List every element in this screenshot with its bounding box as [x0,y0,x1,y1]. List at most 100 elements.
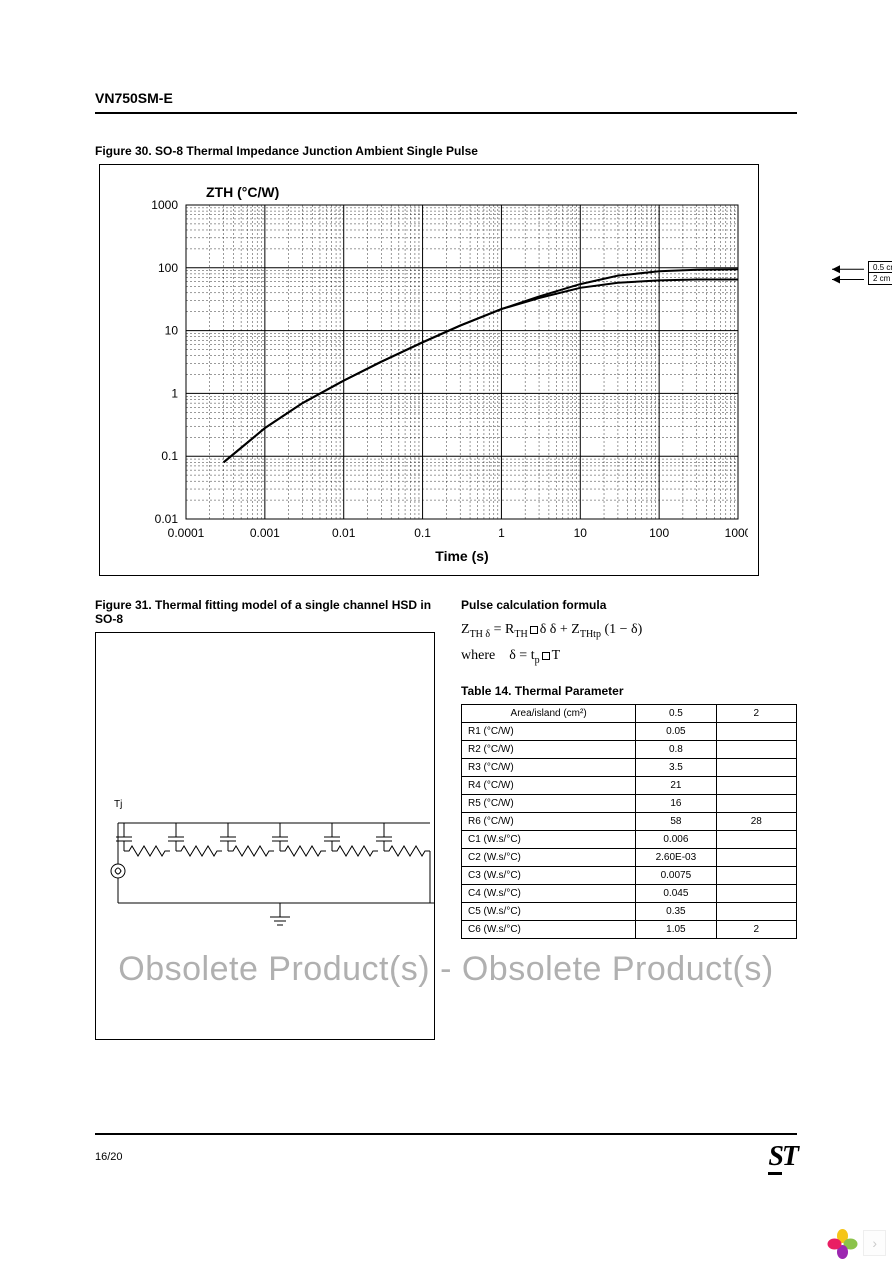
table-cell [716,794,796,812]
table-row: R3 (°C/W)3.5 [462,758,797,776]
svg-text:10: 10 [165,324,179,338]
table-cell: 0.045 [636,884,716,902]
table-cell: 0.05 [636,722,716,740]
table-cell [716,884,796,902]
table14-header-1: 0.5 [636,704,716,722]
page-footer: 16/20 ST [95,1133,797,1173]
table-row: C1 (W.s/°C)0.006 [462,830,797,848]
table-cell: C3 (W.s/°C) [462,866,636,884]
figure30-svg: ZTH (°C/W) 0.0001 0.001 0.01 0.1 1 10 100 1000 0.… [108,177,748,567]
svg-text:1: 1 [498,526,505,540]
table-cell [716,848,796,866]
table-row: C3 (W.s/°C)0.0075 [462,866,797,884]
header-rule [95,112,797,114]
table-cell: 21 [636,776,716,794]
figure31-diagram: Tj [95,632,435,1040]
formula-line2: where δ = tp T [461,648,797,666]
table-cell: 28 [716,812,796,830]
svg-text:1000: 1000 [725,526,748,540]
figure30-chart: ZTH (°C/W) 0.0001 0.001 0.01 0.1 1 10 100 1000 0.… [99,164,759,576]
table14-caption: Table 14. Thermal Parameter [461,684,797,698]
figure31-caption: Figure 31. Thermal fitting model of a si… [95,598,435,626]
table-row: R4 (°C/W)21 [462,776,797,794]
chevron-right-icon[interactable]: › [863,1230,886,1256]
svg-text:0.0001: 0.0001 [168,526,205,540]
table-cell: 58 [636,812,716,830]
footer-rule [95,1133,797,1135]
table-row: R2 (°C/W)0.8 [462,740,797,758]
table-cell: 0.8 [636,740,716,758]
f1s1: TH δ [470,629,491,640]
table-cell [716,902,796,920]
f1b: = R [494,622,515,637]
svg-text:0.1: 0.1 [161,449,178,463]
f1c: δ + Z [550,622,580,637]
table-row: R5 (°C/W)16 [462,794,797,812]
table-cell: C5 (W.s/°C) [462,902,636,920]
table-cell: 16 [636,794,716,812]
table-row: R6 (°C/W)5828 [462,812,797,830]
svg-text:100: 100 [649,526,669,540]
table-cell [716,830,796,848]
table-cell [716,722,796,740]
table-cell [716,740,796,758]
table-cell: 2 [716,920,796,938]
formula-line1: ZTH δ = RTHδ δ + ZTHtp (1 − δ) [461,622,797,640]
svg-text:0.001: 0.001 [250,526,280,540]
table-cell: C4 (W.s/°C) [462,884,636,902]
table-cell: C1 (W.s/°C) [462,830,636,848]
page-number: 16/20 [95,1151,123,1163]
table-cell: R2 (°C/W) [462,740,636,758]
st-logo-icon: ST [768,1141,797,1173]
table-row: C6 (W.s/°C)1.052 [462,920,797,938]
table-cell: R6 (°C/W) [462,812,636,830]
table-cell: 0.0075 [636,866,716,884]
svg-text:0.01: 0.01 [332,526,356,540]
table-cell [716,758,796,776]
svg-text:Time (s): Time (s) [435,548,488,564]
f2s: p [535,655,540,666]
svg-text:100: 100 [158,261,178,275]
table-cell: R5 (°C/W) [462,794,636,812]
table-row: R1 (°C/W)0.05 [462,722,797,740]
f2c: T [552,648,561,663]
f2a: where [461,648,495,663]
svg-text:10: 10 [574,526,588,540]
f1s3: THtp [580,629,601,640]
table-cell: C2 (W.s/°C) [462,848,636,866]
svg-text:1000: 1000 [151,198,178,212]
table-cell: R3 (°C/W) [462,758,636,776]
placeholder-box-icon [530,626,538,634]
f2b: δ = t [509,648,534,663]
table-cell: R4 (°C/W) [462,776,636,794]
table-row: C4 (W.s/°C)0.045 [462,884,797,902]
corner-nav: › [829,1229,886,1257]
table-cell: 1.05 [636,920,716,938]
annotation-2cm: 2 cm [868,272,892,285]
table-cell: 0.35 [636,902,716,920]
table-row: C2 (W.s/°C)2.60E-03 [462,848,797,866]
table-cell: 3.5 [636,758,716,776]
svg-text:Tj: Tj [114,799,122,810]
formula-title: Pulse calculation formula [461,598,797,612]
doc-header-title: VN750SM-E [95,90,797,106]
table-cell: 2.60E-03 [636,848,716,866]
table-cell: C6 (W.s/°C) [462,920,636,938]
figure31-svg: Tj [96,633,434,1039]
table-row: C5 (W.s/°C)0.35 [462,902,797,920]
table-cell [716,866,796,884]
f1s2: TH [514,629,527,640]
f1d: (1 − δ) [604,622,642,637]
table14-header-2: 2 [716,704,796,722]
figure30-caption: Figure 30. SO-8 Thermal Impedance Juncti… [95,144,797,158]
flower-icon [829,1229,857,1257]
table14-header-0: Area/island (cm²) [462,704,636,722]
svg-text:ZTH (°C/W): ZTH (°C/W) [206,184,279,200]
table-cell: 0.006 [636,830,716,848]
svg-text:1: 1 [171,386,178,400]
svg-text:0.1: 0.1 [414,526,431,540]
svg-text:0.01: 0.01 [155,512,179,526]
table-cell [716,776,796,794]
table14: Area/island (cm²)0.52 R1 (°C/W)0.05R2 (°… [461,704,797,939]
table-cell: R1 (°C/W) [462,722,636,740]
